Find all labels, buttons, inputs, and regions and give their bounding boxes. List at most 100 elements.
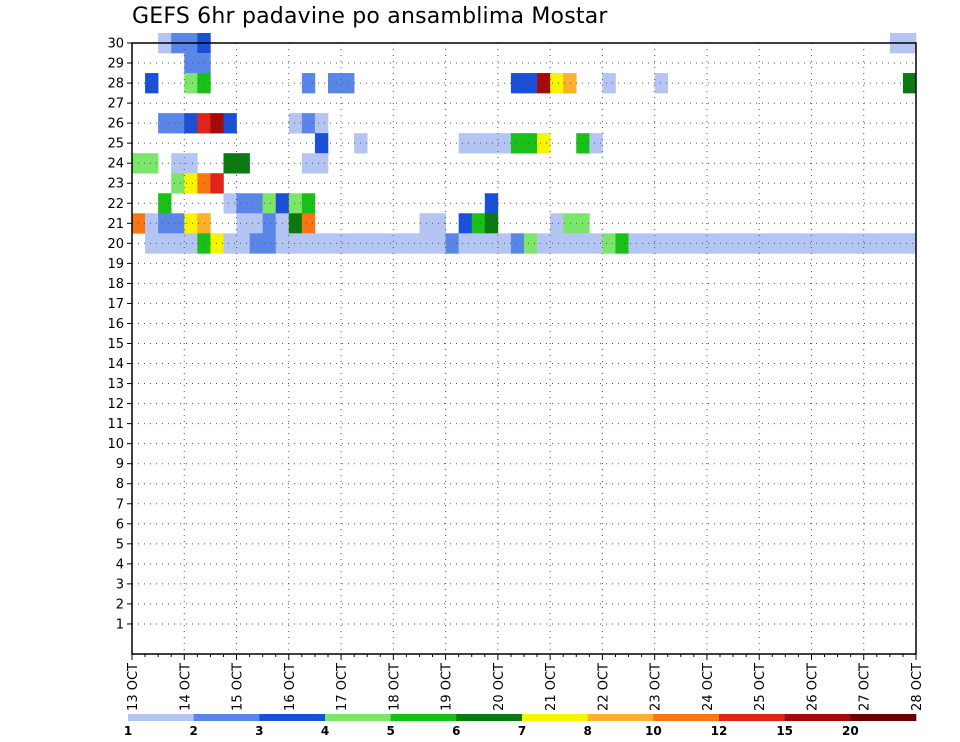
heatmap-cell <box>301 213 316 234</box>
heatmap-cell <box>510 233 525 254</box>
y-tick-label: 20 <box>107 237 124 252</box>
heatmap-cell <box>314 233 329 254</box>
heatmap-cell <box>484 133 499 154</box>
heatmap-cell <box>314 153 329 174</box>
heatmap-cell <box>223 113 237 134</box>
heatmap-cell <box>772 233 786 254</box>
heatmap-cell <box>524 133 538 154</box>
x-tick-label: 20 OCT <box>492 663 507 711</box>
heatmap-cell <box>145 153 159 174</box>
heatmap-cell <box>589 233 603 254</box>
heatmap-cell <box>184 233 198 254</box>
heatmap-cell <box>458 213 473 234</box>
heatmap-cell <box>184 73 198 94</box>
heatmap-cell <box>223 233 237 254</box>
heatmap-cell <box>733 233 747 254</box>
heatmap-cell <box>158 213 172 234</box>
heatmap-cell <box>288 193 303 214</box>
y-tick-label: 14 <box>107 357 124 372</box>
heatmap-cell <box>602 233 616 254</box>
y-axis: 1234567891011121314151617181920212223242… <box>107 37 132 632</box>
heatmap-cell <box>236 193 250 214</box>
heatmap-cell <box>524 233 538 254</box>
heatmap-cell <box>550 213 564 234</box>
colorbar-swatch <box>128 714 194 721</box>
colorbar-label: 4 <box>321 724 329 738</box>
y-tick-label: 7 <box>116 497 124 512</box>
heatmap-cell <box>458 233 473 254</box>
y-tick-label: 1 <box>116 617 124 632</box>
colorbar-swatch <box>259 714 326 721</box>
heatmap-cell <box>301 73 316 94</box>
heatmap-cell <box>210 233 224 254</box>
heatmap-cell <box>236 233 250 254</box>
heatmap-cell <box>223 153 237 174</box>
heatmap-cell <box>667 233 682 254</box>
heatmap-cell <box>262 193 277 214</box>
y-tick-label: 9 <box>116 457 124 472</box>
y-tick-label: 15 <box>107 337 124 352</box>
heatmap-cell <box>328 73 342 94</box>
heatmap-cell <box>171 213 185 234</box>
y-tick-label: 19 <box>107 257 124 272</box>
colorbar-swatch <box>850 714 917 721</box>
x-tick-label: 26 OCT <box>805 663 820 711</box>
heatmap-cell <box>563 213 577 234</box>
heatmap-cell <box>550 73 564 94</box>
heatmap-cell <box>158 113 172 134</box>
y-tick-label: 10 <box>107 437 124 452</box>
y-tick-label: 27 <box>107 97 124 112</box>
heatmap-cell <box>524 73 538 94</box>
heatmap-cell <box>458 133 473 154</box>
colorbar-label: 5 <box>386 724 394 738</box>
heatmap-cell <box>693 233 708 254</box>
colorbar-label: 6 <box>452 724 460 738</box>
y-tick-label: 16 <box>107 317 124 332</box>
heatmap-cell <box>328 233 342 254</box>
heatmap-cell <box>798 233 812 254</box>
heatmap-cell <box>223 193 237 214</box>
heatmap-cell <box>680 233 695 254</box>
colorbar-label: 3 <box>255 724 263 738</box>
heatmap-cell <box>341 233 355 254</box>
heatmap-cell <box>432 213 446 234</box>
y-tick-label: 2 <box>116 597 124 612</box>
colorbar-label: 8 <box>583 724 591 738</box>
heatmap-cell <box>615 233 629 254</box>
x-tick-label: 14 OCT <box>178 663 193 711</box>
heatmap-cell <box>811 233 825 254</box>
heatmap-cell <box>236 213 250 234</box>
x-tick-label: 13 OCT <box>126 663 141 711</box>
heatmap-cell <box>145 233 159 254</box>
heatmap-cell <box>563 233 577 254</box>
x-tick-label: 22 OCT <box>596 663 611 711</box>
heatmap-cell <box>158 233 172 254</box>
colorbar: 1 2 3 4 5 6 7 8 10 12 15 20 <box>124 714 917 738</box>
colorbar-swatch <box>587 714 654 721</box>
x-tick-label: 24 OCT <box>701 663 716 711</box>
heatmap-cell <box>759 233 773 254</box>
colorbar-label: 7 <box>518 724 526 738</box>
heatmap-cell <box>171 153 185 174</box>
heatmap-cell <box>824 233 838 254</box>
heatmap-cell <box>550 233 564 254</box>
y-tick-label: 28 <box>107 77 124 92</box>
heatmap-cell <box>288 213 303 234</box>
y-tick-label: 6 <box>116 517 124 532</box>
heatmap-cell <box>236 153 250 174</box>
heatmap-cell <box>432 233 446 254</box>
heatmap-cell <box>184 53 198 74</box>
heatmap-cell <box>902 233 917 254</box>
y-tick-label: 12 <box>107 397 124 412</box>
heatmap-cell <box>563 73 577 94</box>
x-tick-label: 16 OCT <box>283 663 298 711</box>
heatmap-cell <box>184 153 198 174</box>
heatmap-cell <box>654 73 669 94</box>
heatmap-cell <box>393 233 407 254</box>
heatmap-cell <box>341 73 355 94</box>
x-tick-label: 27 OCT <box>858 663 873 711</box>
y-tick-label: 3 <box>116 577 124 592</box>
colorbar-label: 20 <box>842 724 859 738</box>
colorbar-swatch <box>390 714 457 721</box>
x-tick-label: 18 OCT <box>387 663 402 711</box>
